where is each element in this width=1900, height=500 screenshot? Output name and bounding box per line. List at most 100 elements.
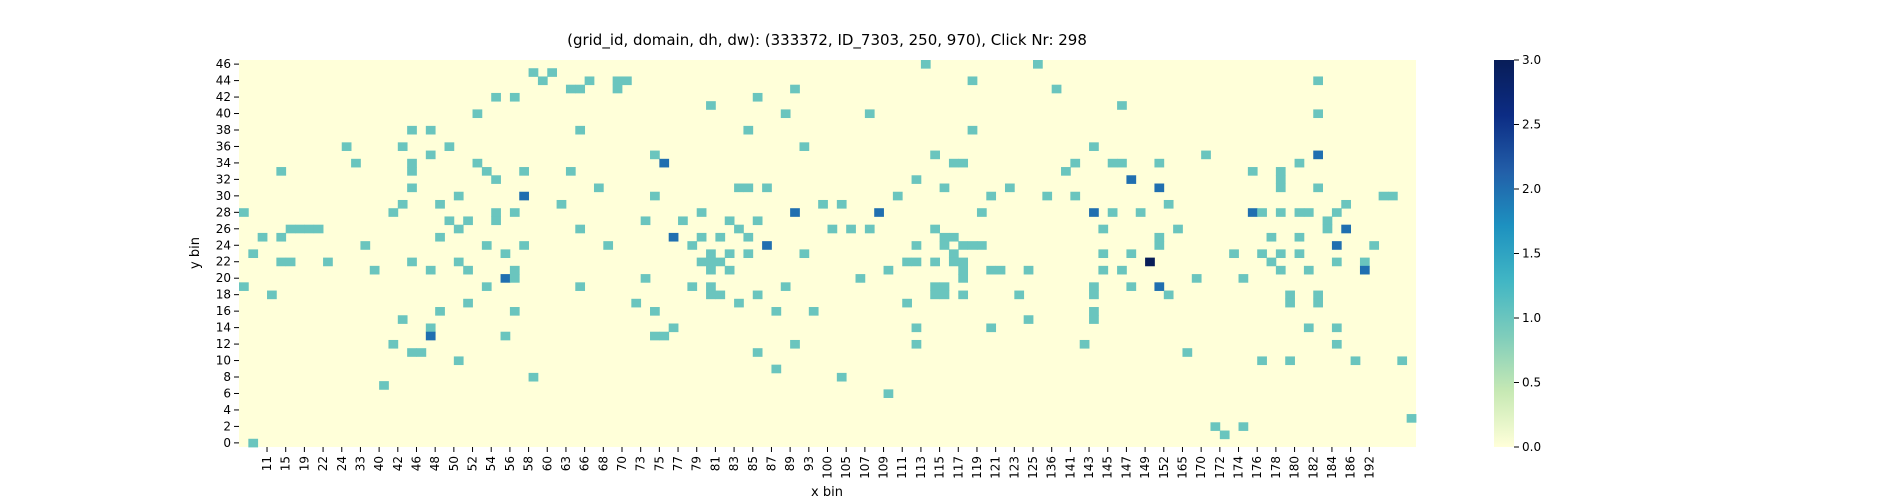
heatmap-cell [752, 92, 763, 102]
heatmap-cell [285, 257, 296, 267]
colorbar-tick-label: 1.0 [1522, 311, 1541, 325]
heatmap-cell [1079, 339, 1090, 349]
heatmap-cell [948, 257, 959, 267]
heatmap-cell [1014, 290, 1025, 300]
heatmap-cell [593, 183, 604, 193]
heatmap-cell [1070, 191, 1081, 201]
heatmap-cell [659, 158, 670, 168]
x-tick-label: 56 [503, 456, 517, 471]
x-tick-label: 178 [1269, 456, 1283, 479]
heatmap-cell [1331, 339, 1342, 349]
heatmap-cell [1350, 356, 1361, 366]
heatmap-cell [1303, 265, 1314, 275]
x-tick-label: 113 [914, 456, 928, 479]
x-tick-label: 141 [1063, 456, 1077, 479]
colorbar-ticks: 0.0 0.5 1.0 1.5 2.0 2.5 3.0 [1514, 53, 1541, 454]
heatmap-cell [425, 323, 436, 333]
y-tick-label: 38 [216, 123, 231, 137]
heatmap-cells [239, 60, 1417, 448]
heatmap-cell [1406, 414, 1417, 423]
heatmap-cell [659, 331, 670, 341]
x-axis-ticks: 11 15 19 22 24 33 40 42 46 48 50 52 54 56 58 60 63 66 68 70… [260, 447, 1376, 479]
heatmap-cell [1145, 257, 1155, 267]
heatmap-cell [1238, 274, 1249, 283]
heatmap-cell [1154, 241, 1165, 250]
heatmap-cell [902, 257, 912, 267]
heatmap-cell [752, 290, 763, 300]
x-tick-label: 70 [615, 456, 629, 471]
colorbar-tick-label: 0.5 [1522, 376, 1541, 390]
heatmap-cell [1061, 167, 1071, 176]
heatmap-cell [1397, 356, 1408, 366]
heatmap-cell [1359, 257, 1370, 267]
heatmap-cell [509, 274, 520, 283]
heatmap-cell [743, 232, 754, 242]
heatmap-background [239, 60, 1416, 447]
y-tick-label: 18 [216, 288, 231, 302]
heatmap-cell [1285, 356, 1295, 366]
heatmap-cell [762, 241, 772, 250]
heatmap-cell [1275, 167, 1286, 176]
heatmap-cell [696, 208, 707, 217]
heatmap-cell [239, 282, 249, 291]
heatmap-cell [939, 241, 950, 250]
heatmap-cell [668, 232, 679, 242]
heatmap-cell [481, 282, 492, 291]
heatmap-cell [1051, 84, 1062, 94]
x-tick-label: 149 [1138, 456, 1152, 479]
heatmap-cell [715, 257, 726, 267]
heatmap-cell [444, 142, 455, 151]
heatmap-cell [706, 101, 716, 110]
x-tick-label: 186 [1344, 456, 1358, 479]
heatmap-cell [1098, 224, 1109, 234]
x-tick-label: 54 [484, 456, 498, 471]
x-tick-label: 19 [297, 456, 311, 471]
heatmap-cell [1257, 208, 1267, 217]
heatmap-cell [706, 290, 716, 300]
heatmap-cell [752, 216, 763, 226]
heatmap-cell [575, 125, 586, 135]
x-tick-label: 111 [895, 456, 909, 479]
heatmap-cell [1089, 315, 1099, 324]
x-tick-label: 93 [802, 456, 816, 471]
y-tick-label: 6 [223, 386, 231, 400]
heatmap-cell [640, 216, 651, 226]
heatmap-cell [715, 232, 726, 242]
colorbar-tick-label: 0.0 [1522, 440, 1541, 454]
heatmap-cell [491, 216, 501, 226]
heatmap-cell [902, 298, 912, 308]
heatmap-cell [239, 208, 249, 217]
heatmap-cell [706, 257, 716, 267]
heatmap-cell [855, 274, 866, 283]
heatmap-cell [734, 298, 744, 308]
heatmap-cell [1154, 232, 1165, 242]
heatmap-cell [864, 109, 875, 119]
heatmap-cell [1154, 158, 1165, 168]
heatmap-cell [930, 282, 940, 291]
x-tick-label: 192 [1362, 456, 1376, 479]
heatmap-cell [407, 183, 417, 193]
heatmap-cell [920, 60, 931, 69]
heatmap-cell [1303, 208, 1314, 217]
heatmap-cell [1285, 298, 1295, 308]
heatmap-cell [874, 208, 884, 217]
x-tick-label: 42 [391, 456, 405, 471]
x-tick-label: 145 [1101, 456, 1115, 479]
x-tick-label: 48 [428, 456, 442, 471]
heatmap-cell [397, 315, 408, 324]
heatmap-cell [1238, 422, 1249, 431]
heatmap-cell [724, 216, 735, 226]
y-tick-label: 22 [216, 255, 231, 269]
heatmap-cell [1163, 290, 1174, 300]
heatmap-cell [743, 249, 754, 259]
heatmap-cell [1275, 265, 1286, 275]
heatmap-cell [1294, 208, 1305, 217]
heatmap-cell [780, 109, 791, 119]
heatmap-cell [509, 92, 520, 102]
heatmap-cell [986, 323, 997, 333]
heatmap-cell [1023, 315, 1034, 324]
heatmap-cell [967, 241, 978, 250]
heatmap-cell [1117, 101, 1127, 110]
heatmap-cell [509, 265, 520, 275]
heatmap-cell [407, 167, 417, 176]
